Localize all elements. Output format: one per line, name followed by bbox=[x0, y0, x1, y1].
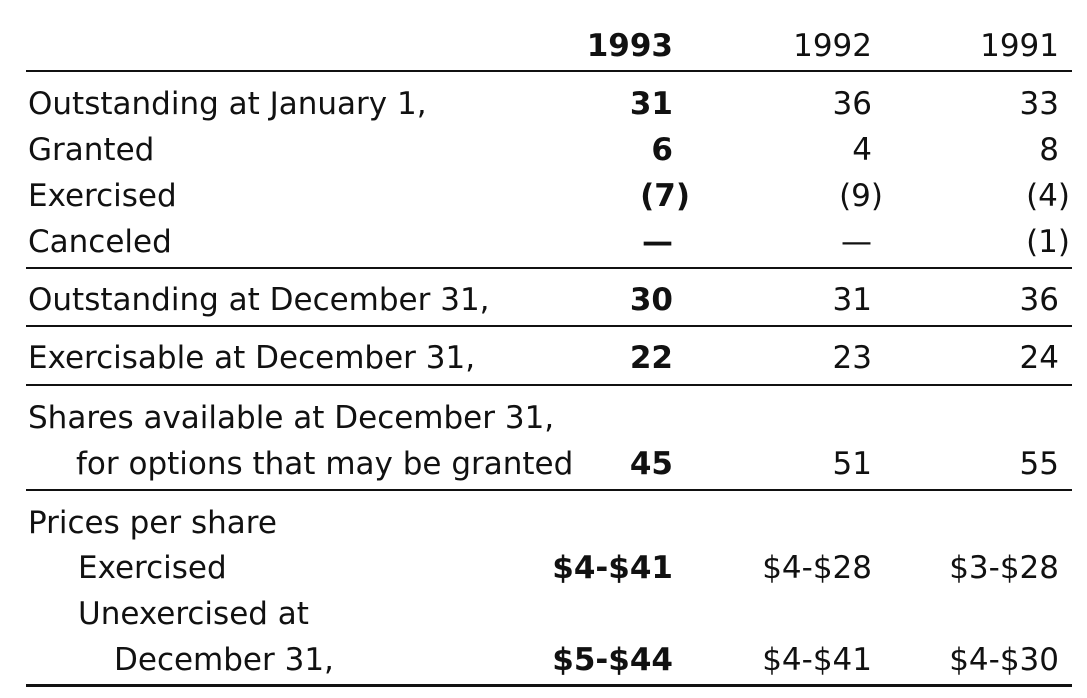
value-1993: 30 bbox=[629, 282, 673, 318]
row-label-granted: Granted bbox=[28, 132, 155, 168]
value-1991: 55 bbox=[1019, 446, 1059, 482]
column-header-1993: 1993 bbox=[586, 28, 673, 64]
row-label-exercisable-dec: Exercisable at December 31, bbox=[28, 340, 476, 376]
value-1992: (9) bbox=[839, 178, 883, 214]
row-label-canceled: Canceled bbox=[28, 224, 172, 260]
section-rule bbox=[26, 325, 1072, 327]
value-1992: $4-$28 bbox=[762, 550, 872, 586]
row-label-outstanding-jan: Outstanding at January 1, bbox=[28, 86, 427, 122]
value-1991: $4-$30 bbox=[949, 642, 1059, 678]
value-1992: 4 bbox=[852, 132, 872, 168]
value-1992: 31 bbox=[832, 282, 872, 318]
header-rule bbox=[26, 70, 1072, 72]
value-1992: 36 bbox=[832, 86, 872, 122]
value-1991: $3-$28 bbox=[949, 550, 1059, 586]
value-1991: (4) bbox=[1026, 178, 1070, 214]
value-1991: 8 bbox=[1039, 132, 1059, 168]
value-1991: 24 bbox=[1019, 340, 1059, 376]
value-1991: (1) bbox=[1026, 224, 1070, 260]
row-label-exercised: Exercised bbox=[28, 178, 177, 214]
subtotal-rule bbox=[26, 267, 1072, 269]
prices-heading: Prices per share bbox=[28, 505, 277, 541]
value-1993: 31 bbox=[629, 86, 673, 122]
value-1991: 33 bbox=[1019, 86, 1059, 122]
row-label-shares-available-cont: for options that may be granted bbox=[76, 446, 574, 482]
row-label-prices-unexercised-cont: December 31, bbox=[114, 642, 334, 678]
value-1993: 22 bbox=[629, 340, 673, 376]
section-rule bbox=[26, 489, 1072, 491]
row-label-shares-available: Shares available at December 31, bbox=[28, 400, 555, 436]
value-1993: 45 bbox=[629, 446, 673, 482]
value-1992: 51 bbox=[832, 446, 872, 482]
row-label-prices-unexercised: Unexercised at bbox=[78, 596, 309, 632]
row-label-prices-exercised: Exercised bbox=[78, 550, 227, 586]
value-1993: — bbox=[642, 224, 673, 260]
bottom-rule bbox=[26, 684, 1072, 687]
section-rule bbox=[26, 384, 1072, 386]
value-1993: (7) bbox=[640, 178, 690, 214]
row-label-outstanding-dec: Outstanding at December 31, bbox=[28, 282, 490, 318]
value-1993: $4-$41 bbox=[552, 550, 673, 586]
value-1993: $5-$44 bbox=[552, 642, 673, 678]
value-1993: 6 bbox=[651, 132, 673, 168]
value-1991: 36 bbox=[1019, 282, 1059, 318]
column-header-1992: 1992 bbox=[793, 28, 872, 64]
value-1992: $4-$41 bbox=[762, 642, 872, 678]
column-header-1991: 1991 bbox=[980, 28, 1059, 64]
value-1992: 23 bbox=[832, 340, 872, 376]
value-1992: — bbox=[841, 224, 872, 260]
